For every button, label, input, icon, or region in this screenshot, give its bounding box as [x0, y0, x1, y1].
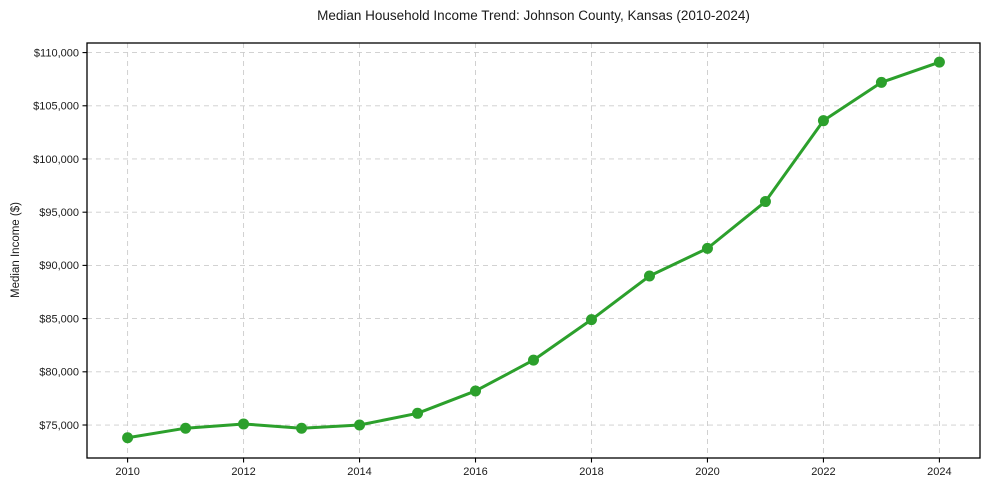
trend-line: [126, 60, 941, 440]
axis-frame: [86, 42, 981, 459]
data-point: [933, 56, 945, 68]
x-tick-label: 2022: [811, 466, 835, 478]
y-tick-label: $90,000: [39, 260, 79, 272]
x-tick-label: 2020: [695, 466, 719, 478]
data-point: [759, 196, 771, 208]
y-tick-label: $105,000: [33, 101, 79, 113]
data-point: [643, 270, 655, 282]
data-point: [354, 419, 366, 431]
x-tick-label: 2012: [231, 466, 255, 478]
data-point: [701, 242, 713, 254]
y-tick-label: $100,000: [33, 154, 79, 166]
x-tick-label: 2010: [115, 466, 139, 478]
x-tick-label: 2016: [463, 466, 487, 478]
y-tick-label: $75,000: [39, 420, 79, 432]
data-point: [817, 115, 829, 127]
x-tick-label: 2014: [347, 466, 371, 478]
data-point: [585, 314, 597, 326]
chart-title: Median Household Income Trend: Johnson C…: [317, 8, 750, 23]
data-point: [122, 432, 134, 444]
data-point: [412, 407, 424, 419]
data-point: [296, 422, 308, 434]
data-point: [528, 354, 539, 366]
x-tick-label: 2018: [579, 466, 603, 478]
data-point: [180, 422, 192, 434]
data-point: [875, 76, 887, 88]
y-tick-label: $110,000: [34, 47, 79, 59]
x-tick-label: 2024: [927, 466, 951, 478]
y-tick-label: $85,000: [39, 313, 79, 325]
y-tick-label: $95,000: [39, 207, 79, 219]
data-point: [470, 385, 482, 397]
y-tick-label: $80,000: [39, 367, 79, 379]
data-point: [238, 418, 250, 430]
